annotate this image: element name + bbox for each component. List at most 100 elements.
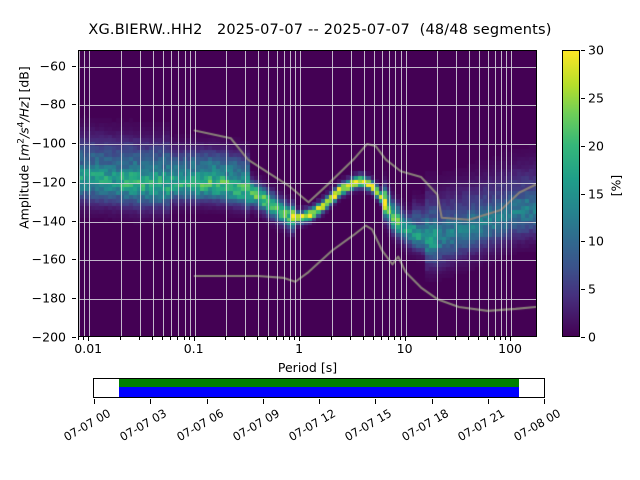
gridline-vertical [258, 51, 260, 336]
gridline-vertical [184, 51, 186, 336]
colorbar[interactable] [562, 50, 580, 337]
gridline-horizontal [79, 299, 536, 301]
time-tick-mark [487, 399, 489, 404]
coverage-green-band [118, 379, 520, 387]
gridline-horizontal [79, 66, 536, 68]
y-tick-mark [72, 337, 76, 338]
time-tick-label: 07-08 00 [511, 406, 563, 444]
y-tick-label: −100 [31, 135, 66, 151]
gridline-horizontal [79, 221, 536, 223]
x-tick-mark-minor [468, 337, 470, 340]
x-tick-mark-minor [330, 337, 332, 340]
page-title: XG.BIERW..HH2 2025-07-07 -- 2025-07-07 (… [88, 22, 552, 38]
time-tick-mark [319, 399, 320, 404]
time-tick-label: 07-07 09 [229, 406, 282, 444]
coverage-blue-band [118, 387, 520, 397]
colorbar-tick-mark [581, 97, 585, 99]
x-tick-mark-minor [381, 337, 383, 340]
gridline-vertical [437, 51, 439, 336]
x-tick-mark-minor [151, 337, 153, 340]
gridline-vertical [226, 51, 228, 336]
x-tick-mark-minor [275, 337, 277, 340]
x-tick-mark-minor [349, 337, 351, 340]
x-tick-mark-minor [78, 337, 79, 340]
x-tick-mark-minor [170, 337, 172, 340]
time-tick-mark [544, 399, 545, 404]
colorbar-tick-mark [581, 337, 585, 338]
x-tick-mark-minor [188, 337, 190, 340]
time-tick-mark [375, 399, 377, 404]
x-tick-mark-minor [288, 337, 290, 340]
colorbar-tick-label: 20 [588, 138, 604, 154]
x-tick-label: 10 [396, 341, 413, 356]
gridline-vertical [162, 51, 164, 336]
y-tick-label: −80 [39, 96, 66, 112]
gridline-vertical [389, 51, 391, 336]
x-tick-mark-minor [257, 337, 259, 340]
y-tick-label: −140 [31, 213, 66, 229]
data-coverage-bar[interactable] [93, 378, 545, 398]
time-tick-label: 07-07 06 [173, 406, 226, 444]
gridline-vertical [363, 51, 365, 336]
gridline-vertical [455, 51, 457, 336]
ppsd-plot-area[interactable] [78, 50, 537, 337]
y-tick-label: −200 [31, 329, 66, 345]
x-tick-mark-minor [394, 337, 396, 340]
time-tick-label: 07-07 15 [342, 406, 395, 444]
gridline-vertical [494, 51, 496, 336]
time-tick-mark [206, 399, 208, 404]
colorbar-tick-label: 10 [588, 233, 604, 249]
x-tick-mark-minor [362, 337, 364, 340]
colorbar-tick-mark [581, 193, 585, 195]
colorbar-tick-mark [581, 241, 585, 243]
gridline-horizontal [79, 105, 536, 107]
gridline-vertical [276, 51, 278, 336]
x-tick-mark [88, 337, 90, 341]
time-tick-label: 07-07 12 [286, 406, 338, 444]
gridline-vertical [283, 51, 285, 336]
y-tick-mark [72, 65, 76, 67]
time-tick-mark [431, 399, 433, 404]
x-tick-mark-minor [493, 337, 495, 340]
gridline-horizontal [79, 144, 536, 146]
x-axis-label: Period [s] [277, 360, 338, 375]
time-tick-label: 07-07 18 [398, 406, 451, 444]
gridline-horizontal [79, 182, 536, 184]
x-tick-mark-minor [372, 337, 374, 340]
x-tick-mark-minor [138, 337, 140, 340]
gridline-vertical [245, 51, 246, 336]
x-tick-mark-minor [183, 337, 185, 340]
colorbar-tick-label: 25 [588, 90, 604, 106]
x-tick-label: 1 [295, 341, 304, 356]
y-tick-mark [72, 298, 76, 300]
y-tick-label: −180 [31, 290, 66, 306]
x-tick-mark-minor [499, 337, 501, 340]
x-tick-mark [299, 337, 301, 341]
x-tick-mark-minor [436, 337, 438, 340]
gridline-vertical [300, 51, 302, 336]
colorbar-tick-label: 0 [588, 329, 596, 345]
x-tick-label: 100 [498, 341, 522, 356]
x-tick-mark-minor [282, 337, 284, 340]
gridline-vertical [79, 51, 80, 336]
y-tick-mark [72, 143, 76, 145]
x-tick-mark-minor [454, 337, 456, 340]
gridline-vertical [178, 51, 180, 336]
gridline-vertical [350, 51, 352, 336]
gridline-vertical [194, 51, 196, 336]
colorbar-tick-label: 5 [588, 281, 596, 297]
x-tick-mark-minor [294, 337, 296, 340]
noise-model-curves [79, 51, 536, 336]
gridline-vertical [189, 51, 191, 336]
y-tick-label: −160 [31, 251, 66, 267]
colorbar-tick-mark [581, 50, 585, 51]
time-tick-mark [150, 399, 152, 404]
gridline-vertical [121, 51, 122, 336]
x-tick-mark-minor [267, 337, 269, 340]
gridline-vertical [171, 51, 173, 336]
y-tick-mark [72, 259, 76, 261]
x-tick-mark-minor [486, 337, 488, 340]
